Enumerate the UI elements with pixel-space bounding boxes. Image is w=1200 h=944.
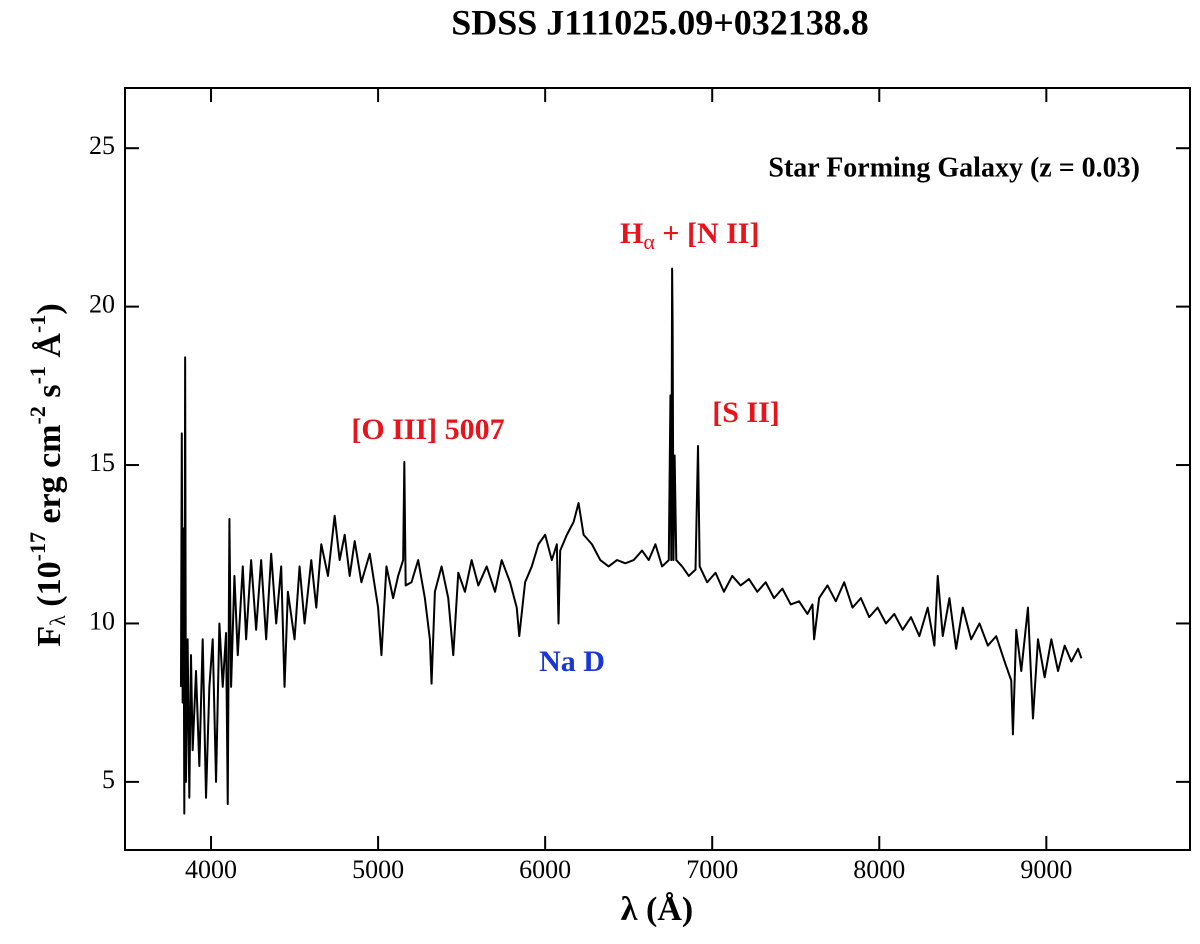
y-label-part: ) [31, 303, 68, 314]
annotation: [S II] [712, 396, 780, 429]
y-tick-label: 10 [89, 606, 115, 635]
x-tick-label: 5000 [352, 855, 404, 884]
y-label-part: -1 [25, 315, 50, 333]
annotation-part: α [643, 229, 655, 254]
x-tick-label: 8000 [853, 855, 905, 884]
x-tick-label: 7000 [686, 855, 738, 884]
annotation-part: H [620, 217, 643, 250]
y-label-part: -1 [25, 366, 50, 384]
y-tick-label: 15 [89, 448, 115, 477]
y-label-part: -2 [25, 406, 50, 424]
x-tick-label: 6000 [519, 855, 571, 884]
y-label-part: -17 [25, 532, 50, 561]
annotation-part: + [N II] [655, 217, 760, 250]
plot-frame [124, 87, 1191, 851]
y-label-part: erg cm [31, 424, 68, 532]
y-label-part: F [31, 626, 68, 647]
x-tick-label: 4000 [185, 855, 237, 884]
annotation: Hα + [N II] [620, 217, 759, 254]
y-label-part: s [31, 384, 68, 406]
y-label-part: (10 [31, 561, 68, 615]
y-tick-label: 20 [89, 290, 115, 319]
y-axis-label: Fλ (10-17 erg cm-2 s-1 Å-1) [25, 303, 70, 646]
y-label-part: Å [31, 333, 68, 367]
x-tick-label: 9000 [1020, 855, 1072, 884]
y-label-part: λ [45, 615, 70, 626]
annotation: [O III] 5007 [351, 413, 504, 446]
spectrum-line [179, 267, 1083, 815]
annotation: Star Forming Galaxy (z = 0.03) [768, 152, 1140, 183]
chart-title: SDSS J111025.09+032138.8 [451, 2, 869, 42]
x-axis-label: λ (Å) [621, 891, 693, 928]
y-tick-label: 5 [102, 765, 115, 794]
annotation: Na D [539, 645, 605, 678]
y-tick-label: 25 [89, 131, 115, 160]
